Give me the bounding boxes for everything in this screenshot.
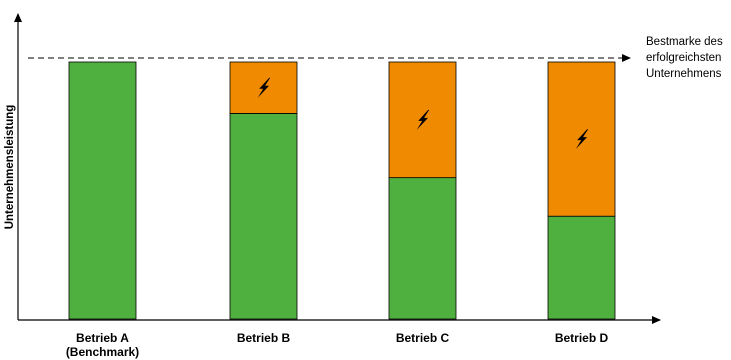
bar-achieved (68, 61, 137, 320)
x-tick-labels: Betrieb A(Benchmark) Betrieb B Betrieb C Be… (66, 331, 609, 359)
y-axis-title: Unternehmensleistung (4, 105, 16, 230)
bar-achieved (388, 177, 457, 320)
benchmark-label-line: Unternehmens (646, 68, 722, 80)
x-tick-label: Betrieb B (237, 331, 291, 345)
bar-achieved (547, 215, 616, 320)
axes (14, 13, 661, 324)
lightning-icon (257, 77, 271, 98)
lightning-icon (575, 129, 589, 150)
benchmark-label: Bestmarke des erfolgreichsten Unternehme… (646, 36, 726, 80)
lightning-icon (416, 109, 430, 130)
x-tick-label-sub: (Benchmark) (66, 345, 139, 359)
bars (68, 61, 616, 320)
bar-achieved (229, 113, 298, 320)
x-tick-label: Betrieb A (76, 331, 129, 345)
x-tick-label: Betrieb D (555, 331, 609, 345)
benchmark-label-line: Bestmarke des (646, 36, 723, 48)
benchmark-label-line: erfolgreichsten (646, 52, 721, 64)
gap-markers (257, 77, 589, 150)
x-tick-label: Betrieb C (396, 331, 450, 345)
